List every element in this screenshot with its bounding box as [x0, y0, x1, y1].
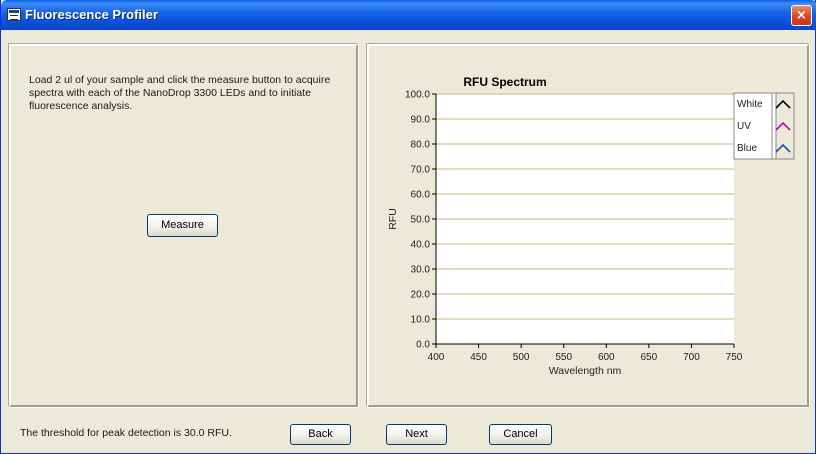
- cancel-button[interactable]: Cancel: [489, 424, 552, 445]
- x-tick-label: 500: [513, 352, 530, 363]
- y-tick-label: 20.0: [411, 290, 431, 301]
- rfu-spectrum-chart: 0.0 10.0 20.0 30.0 40.0 50.0 60.0 70.0 80.0 90.0 1…: [387, 75, 795, 377]
- measure-button[interactable]: Measure: [147, 214, 218, 237]
- x-tick-label: 550: [555, 352, 572, 363]
- y-tick-label: 30.0: [411, 265, 431, 276]
- back-button[interactable]: Back: [290, 424, 351, 445]
- title-bar[interactable]: Fluorescence Profiler ×: [1, 0, 816, 30]
- y-axis-label: RFU: [387, 208, 399, 230]
- y-tick-label: 50.0: [411, 215, 431, 226]
- chart-legend: [733, 92, 777, 160]
- y-tick-label: 0.0: [416, 340, 430, 351]
- y-tick-label: 80.0: [411, 140, 431, 151]
- legend-swatch-uv: [775, 121, 791, 131]
- x-tick-label: 600: [598, 352, 615, 363]
- window-title: Fluorescence Profiler: [25, 7, 158, 22]
- x-tick-label: 450: [470, 352, 487, 363]
- legend-swatch-blue: [775, 143, 791, 153]
- close-button[interactable]: ×: [791, 5, 812, 26]
- y-tick-label: 10.0: [411, 315, 431, 326]
- x-tick-label: 650: [641, 352, 658, 363]
- x-tick-label: 700: [683, 352, 700, 363]
- y-tick-label: 40.0: [411, 240, 431, 251]
- next-button[interactable]: Next: [386, 424, 447, 445]
- instructions-text: Load 2 ul of your sample and click the m…: [29, 74, 331, 112]
- threshold-status-text: The threshold for peak detection is 30.0…: [20, 427, 232, 439]
- x-tick-label: 750: [726, 352, 743, 363]
- y-tick-label: 60.0: [411, 190, 431, 201]
- legend-swatch-box: [771, 92, 795, 160]
- legend-label: White: [737, 99, 763, 110]
- legend-swatch-white: [775, 99, 791, 109]
- x-axis-label: Wavelength nm: [549, 365, 622, 377]
- y-tick-label: 90.0: [411, 115, 431, 126]
- x-tick-label: 400: [428, 352, 445, 363]
- legend-label: Blue: [737, 143, 757, 154]
- y-tick-label: 70.0: [411, 165, 431, 176]
- app-icon: [7, 8, 21, 21]
- y-tick-label: 100.0: [405, 90, 430, 101]
- chart-title: RFU Spectrum: [463, 75, 546, 89]
- legend-label: UV: [737, 121, 751, 132]
